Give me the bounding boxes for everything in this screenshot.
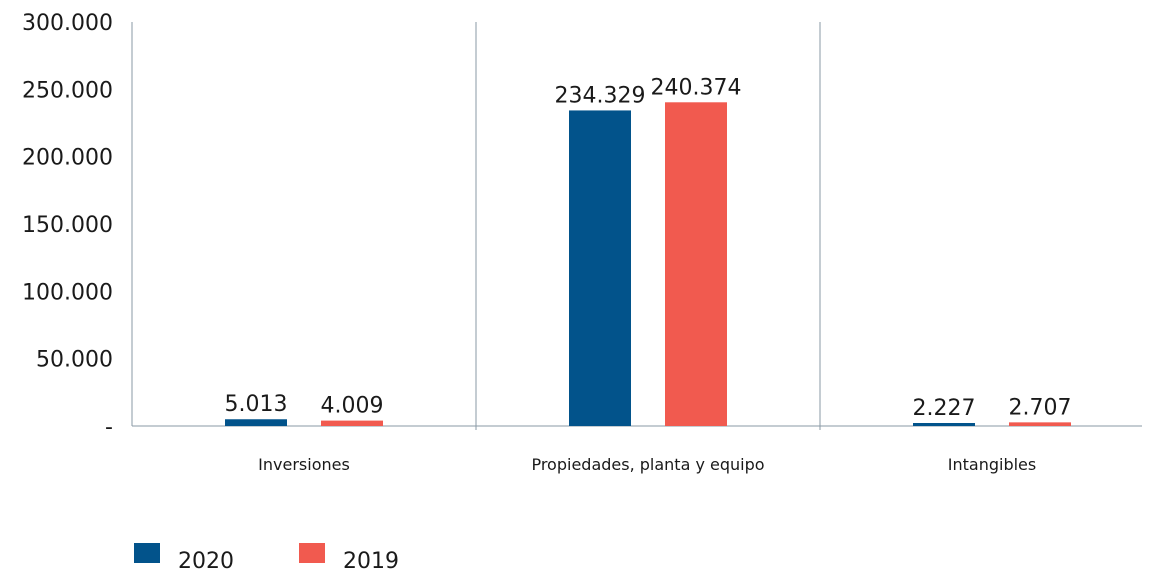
bar-2019: [321, 420, 383, 426]
data-label: 2.227: [913, 396, 976, 421]
legend: 2020 2019: [134, 543, 399, 570]
data-label: 5.013: [225, 392, 288, 417]
bar-2020: [225, 419, 287, 426]
legend-swatch: [299, 543, 325, 563]
legend-label: 2019: [343, 549, 399, 570]
data-label: 2.707: [1009, 395, 1072, 420]
legend-swatch: [134, 543, 160, 563]
data-label: 240.374: [651, 75, 742, 100]
y-tick-label: 300.000: [22, 11, 113, 36]
y-tick-label: 100.000: [22, 280, 113, 305]
bar-2020: [569, 110, 631, 426]
category-labels: Inversiones Propiedades, planta y equipo I…: [258, 455, 1036, 474]
y-tick-label: 200.000: [22, 146, 113, 171]
category-label: Inversiones: [258, 455, 350, 474]
bar-2019: [1009, 422, 1071, 426]
y-tick-label: -: [105, 415, 113, 440]
legend-label: 2020: [178, 549, 234, 570]
bar-2020: [913, 423, 975, 426]
y-tick-label: 250.000: [22, 78, 113, 103]
category-label: Propiedades, planta y equipo: [531, 455, 764, 474]
y-axis-ticks: - 50.000 100.000 150.000 200.000 250.000 300.0…: [22, 11, 113, 440]
data-label: 4.009: [321, 394, 384, 419]
category-label: Intangibles: [948, 455, 1036, 474]
bar-2019: [665, 102, 727, 426]
y-tick-label: 50.000: [36, 348, 113, 373]
data-label: 234.329: [555, 83, 646, 108]
bars: [225, 102, 1071, 426]
y-tick-label: 150.000: [22, 213, 113, 238]
data-labels: 5.013 4.009 234.329 240.374 2.227 2.707: [225, 75, 1072, 421]
